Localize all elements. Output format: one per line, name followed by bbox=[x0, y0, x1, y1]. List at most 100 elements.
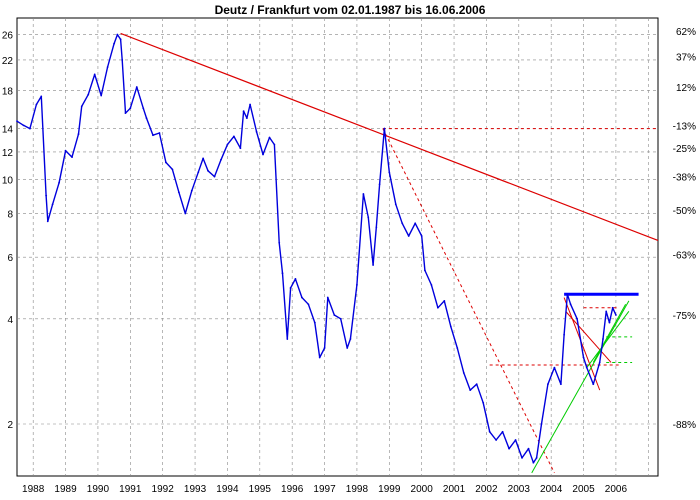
price-point bbox=[171, 168, 174, 171]
price-point bbox=[615, 314, 617, 316]
price-point bbox=[313, 321, 316, 324]
price-point bbox=[245, 117, 248, 119]
price-point bbox=[51, 203, 54, 206]
y-right-tick-label: -13% bbox=[673, 121, 696, 132]
trendline bbox=[120, 32, 659, 242]
price-point bbox=[540, 423, 543, 425]
price-point bbox=[424, 269, 426, 272]
price-point bbox=[129, 107, 132, 110]
plot-frame bbox=[16, 17, 659, 477]
price-point bbox=[563, 333, 566, 336]
price-point bbox=[307, 303, 310, 306]
price-point bbox=[378, 183, 381, 186]
price-point bbox=[278, 241, 281, 244]
x-tick-label: 1993 bbox=[184, 484, 207, 495]
price-point bbox=[521, 456, 523, 459]
price-point bbox=[559, 383, 562, 386]
price-point bbox=[93, 73, 96, 76]
price-point bbox=[346, 347, 349, 349]
y-right-tick-label: 12% bbox=[676, 83, 696, 94]
price-point bbox=[508, 447, 510, 450]
price-point bbox=[501, 430, 504, 433]
price-point bbox=[184, 212, 187, 215]
price-point bbox=[449, 325, 452, 328]
x-tick-label: 1996 bbox=[281, 484, 304, 495]
y-left-tick-label: 8 bbox=[7, 210, 13, 221]
price-point bbox=[333, 314, 336, 316]
grid-lines bbox=[17, 18, 658, 476]
price-point bbox=[268, 136, 271, 139]
price-point bbox=[407, 235, 410, 237]
price-point bbox=[592, 383, 595, 386]
price-point bbox=[488, 430, 491, 433]
price-point bbox=[547, 383, 549, 386]
x-tick-label: 1992 bbox=[152, 484, 175, 495]
x-tick-label: 2000 bbox=[411, 484, 434, 495]
x-tick-label: 1988 bbox=[22, 484, 45, 495]
trendline bbox=[565, 311, 612, 363]
price-point bbox=[375, 226, 378, 229]
price-point bbox=[566, 293, 569, 296]
x-tick-label: 2005 bbox=[572, 484, 595, 495]
price-point bbox=[456, 347, 459, 349]
price-point bbox=[349, 338, 352, 340]
price-point bbox=[300, 296, 303, 299]
price-point bbox=[116, 33, 119, 36]
y-right-tick-label: 62% bbox=[676, 27, 696, 38]
price-point bbox=[495, 439, 498, 441]
price-point bbox=[113, 42, 116, 45]
x-tick-label: 2002 bbox=[475, 484, 498, 495]
price-point bbox=[233, 135, 235, 138]
price-point bbox=[443, 299, 446, 302]
price-point bbox=[394, 203, 397, 206]
price-point bbox=[602, 338, 604, 340]
price-point bbox=[46, 220, 49, 223]
y-left-tick-label: 4 bbox=[7, 315, 13, 326]
price-point bbox=[326, 296, 329, 299]
price-point bbox=[177, 191, 180, 194]
price-point bbox=[239, 147, 242, 150]
y-axis-left: 26 22 18 14 12 10 8 6 4 2 bbox=[2, 31, 14, 431]
price-point bbox=[135, 86, 138, 88]
price-point bbox=[475, 383, 478, 386]
y-right-tick-label: -63% bbox=[673, 251, 696, 262]
price-point bbox=[158, 132, 161, 134]
price-point bbox=[22, 124, 25, 127]
price-point bbox=[77, 133, 80, 135]
x-tick-label: 2003 bbox=[508, 484, 531, 495]
y-left-tick-label: 22 bbox=[2, 56, 14, 67]
price-point bbox=[469, 389, 472, 392]
chart-title: Deutz / Frankfurt vom 02.01.1987 bis 16.… bbox=[215, 3, 486, 17]
price-point bbox=[220, 158, 222, 161]
price-point bbox=[71, 156, 73, 159]
y-right-tick-label: 37% bbox=[676, 53, 696, 64]
y-left-tick-label: 6 bbox=[7, 253, 13, 264]
x-tick-label: 1995 bbox=[249, 484, 272, 495]
y-left-tick-label: 12 bbox=[2, 148, 14, 159]
price-point bbox=[535, 456, 538, 459]
price-point bbox=[145, 117, 148, 119]
price-point bbox=[367, 216, 370, 219]
price-point bbox=[124, 112, 127, 115]
price-point bbox=[87, 93, 90, 96]
x-tick-label: 1991 bbox=[119, 484, 142, 495]
y-left-tick-label: 14 bbox=[2, 125, 14, 136]
price-line bbox=[16, 33, 617, 464]
price-point bbox=[611, 306, 614, 309]
y-right-tick-label: -50% bbox=[673, 206, 696, 217]
x-tick-label: 2004 bbox=[540, 484, 563, 495]
price-point bbox=[249, 103, 251, 106]
price-point bbox=[289, 287, 292, 289]
x-tick-label: 1998 bbox=[346, 484, 369, 495]
price-series bbox=[16, 33, 617, 464]
price-point bbox=[582, 356, 585, 359]
price-point bbox=[414, 222, 417, 225]
y-left-tick-label: 26 bbox=[2, 31, 14, 42]
price-point bbox=[152, 134, 154, 137]
price-point bbox=[294, 278, 297, 280]
price-point bbox=[608, 321, 611, 324]
price-point bbox=[585, 366, 588, 369]
price-point bbox=[121, 59, 124, 61]
price-point bbox=[207, 169, 209, 172]
